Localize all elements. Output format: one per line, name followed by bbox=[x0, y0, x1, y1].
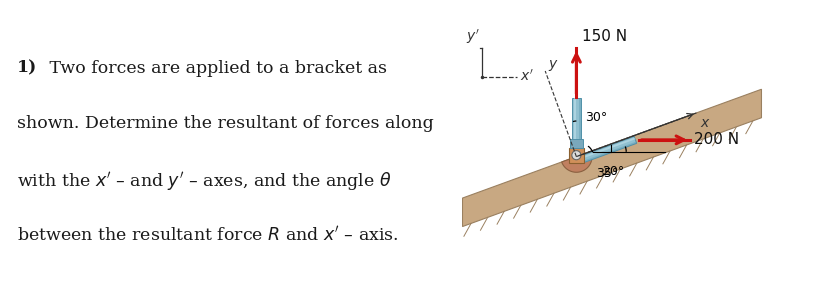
Polygon shape bbox=[578, 138, 635, 160]
Text: $y'$: $y'$ bbox=[466, 28, 479, 45]
Polygon shape bbox=[562, 151, 592, 172]
Text: 1): 1) bbox=[17, 60, 37, 77]
Text: 200 N: 200 N bbox=[694, 132, 739, 147]
Polygon shape bbox=[572, 98, 581, 147]
Text: $y$: $y$ bbox=[548, 58, 558, 73]
Polygon shape bbox=[578, 136, 637, 164]
Text: $x'$: $x'$ bbox=[520, 69, 534, 85]
Polygon shape bbox=[578, 98, 581, 147]
Polygon shape bbox=[463, 89, 761, 227]
Text: 150 N: 150 N bbox=[582, 29, 627, 44]
Text: with the $x'$ – and $y'$ – axes, and the angle $\theta$: with the $x'$ – and $y'$ – axes, and the… bbox=[17, 170, 391, 193]
Circle shape bbox=[572, 151, 581, 160]
Text: 35°: 35° bbox=[597, 167, 618, 180]
Text: 30°: 30° bbox=[586, 111, 607, 124]
Text: between the resultant force $R$ and $x'$ – axis.: between the resultant force $R$ and $x'$… bbox=[17, 226, 398, 245]
Polygon shape bbox=[569, 148, 584, 163]
Polygon shape bbox=[573, 98, 576, 147]
Text: 20°: 20° bbox=[602, 165, 624, 178]
Text: shown. Determine the resultant of forces along: shown. Determine the resultant of forces… bbox=[17, 115, 434, 132]
Text: Two forces are applied to a bracket as: Two forces are applied to a bracket as bbox=[44, 60, 386, 77]
Polygon shape bbox=[580, 142, 637, 164]
Polygon shape bbox=[570, 139, 583, 148]
Text: $x$: $x$ bbox=[701, 116, 711, 130]
